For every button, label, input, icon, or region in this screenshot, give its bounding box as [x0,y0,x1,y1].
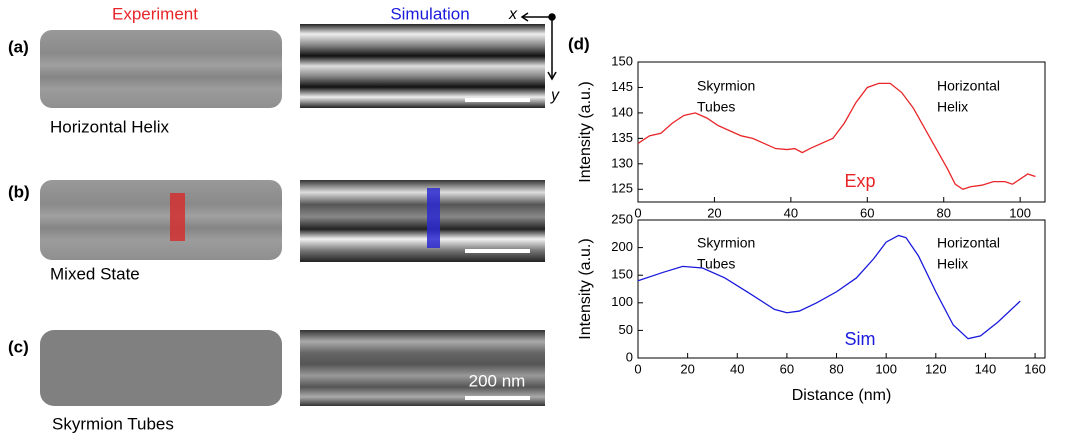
caption: Horizontal Helix [50,117,170,136]
data-line [637,234,1021,340]
x-tick-label: 20 [680,361,694,376]
y-axis-label: Intensity (a.u.) [577,81,594,182]
y-tick-label: 0 [626,349,633,364]
y-tick-label: 50 [619,322,633,337]
plot-frame [637,219,1046,359]
x-tick-label: 60 [780,361,794,376]
y-tick-label: 130 [611,155,633,170]
x-axis-label: Distance (nm) [792,387,892,404]
x-tick-label: 20 [707,205,721,220]
axis-label: x [508,6,518,23]
y-tick-label: 150 [611,53,633,68]
annotation: Helix [937,256,968,272]
x-tick-label: 60 [860,205,874,220]
simulation-image [300,330,545,406]
x-tick-label: 80 [936,205,950,220]
x-tick-label: 140 [975,361,997,376]
experiment-image [40,30,282,108]
series-label: Exp [844,171,875,191]
annotation: Horizontal [937,78,1000,94]
x-tick-label: 100 [1009,205,1031,220]
line-cut [427,188,440,248]
annotation: Tubes [697,256,735,272]
panel-label: (b) [8,182,30,201]
line-cut [170,193,185,241]
y-tick-label: 125 [611,181,633,196]
x-tick-label: 40 [784,205,798,220]
simulation-image [300,24,545,108]
simulation-image [300,180,545,262]
x-tick-label: 80 [829,361,843,376]
y-tick-label: 135 [611,130,633,145]
caption: Skyrmion Tubes [52,414,174,433]
experiment-image [40,330,282,406]
y-tick-label: 140 [611,104,633,119]
axis-label: y [550,87,560,104]
experiment-image [40,180,282,260]
x-tick-label: 100 [875,361,897,376]
scale-bar [465,396,530,400]
column-header: Experiment [112,4,198,23]
caption: Mixed State [50,264,140,283]
plot-frame [637,61,1046,203]
panel-label: (c) [8,337,29,356]
scale-bar [465,98,530,102]
scale-bar [465,249,530,253]
annotation: Skyrmion [697,235,755,251]
annotation: Helix [937,99,968,115]
panel-label: (d) [568,34,590,53]
series-label: Sim [845,329,876,349]
scale-label: 200 nm [469,371,526,390]
column-header: Simulation [390,4,469,23]
annotation: Skyrmion [697,78,755,94]
data-line [637,82,1036,190]
panel-label: (a) [8,37,29,56]
x-tick-label: 160 [1024,361,1046,376]
y-axis-label: Intensity (a.u.) [577,238,594,339]
x-tick-label: 120 [925,361,947,376]
y-tick-label: 100 [611,294,633,309]
annotation: Tubes [697,99,735,115]
y-tick-label: 145 [611,79,633,94]
annotation: Horizontal [937,235,1000,251]
y-tick-label: 150 [611,267,633,282]
y-tick-label: 250 [611,211,633,226]
y-tick-label: 200 [611,239,633,254]
x-tick-label: 40 [730,361,744,376]
axes-arrows [520,12,557,81]
x-tick-label: 0 [634,361,641,376]
x-tick-label: 0 [634,205,641,220]
